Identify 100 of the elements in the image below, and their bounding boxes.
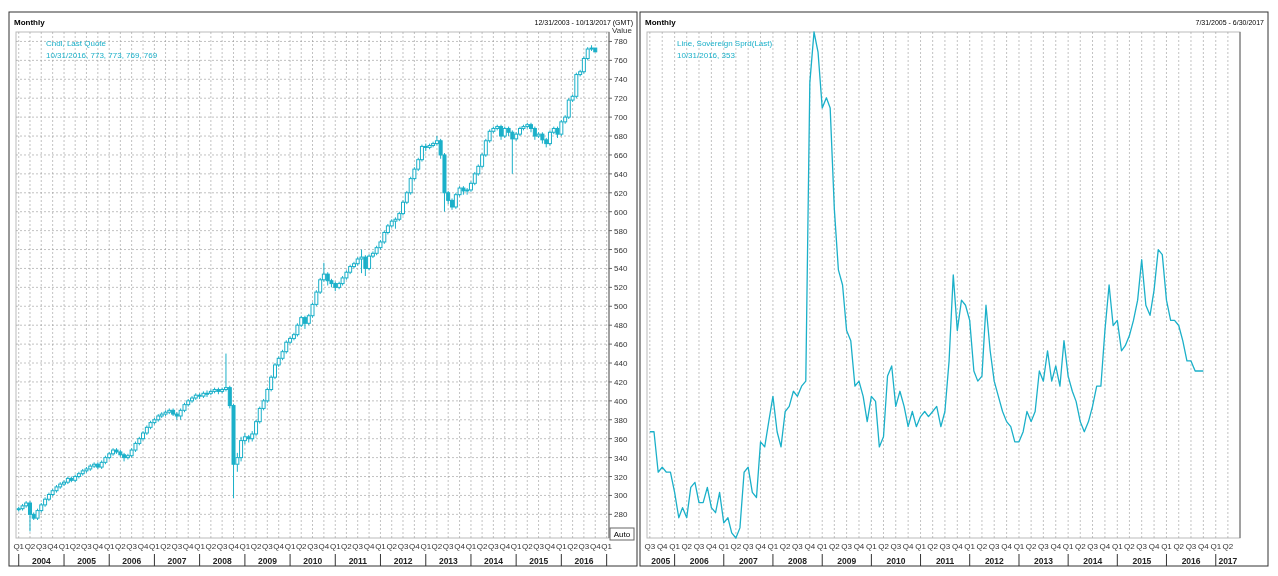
- x-tick-label: Q1: [329, 542, 342, 551]
- text: 2008: [788, 556, 808, 566]
- x-tick-label: Q4: [755, 542, 767, 551]
- text: 2008: [212, 556, 232, 566]
- x-tick-label: Q4: [228, 542, 240, 551]
- x-tick-label: Q4: [1050, 542, 1062, 551]
- y-tick-label: 280: [614, 510, 628, 520]
- x-tick-label: Q1: [1111, 542, 1124, 551]
- x-tick-label: Q4: [318, 542, 330, 551]
- y-tick-label: 420: [614, 377, 628, 387]
- x-tick-label: Q3: [488, 542, 500, 551]
- x-tick-label: Q2: [567, 542, 579, 551]
- x-tick-label: Q3: [1185, 542, 1197, 551]
- y-tick-label: 400: [614, 396, 628, 406]
- x-tick-label: Q1: [284, 542, 296, 551]
- annotation: 10/31/2016, 773, 773, 769, 769: [46, 51, 158, 60]
- y-tick-label: 680: [614, 132, 628, 142]
- x-tick-label: Q3: [442, 542, 455, 551]
- x-tick-label: Q2: [295, 542, 308, 551]
- x-tick-label: Q3: [352, 542, 364, 551]
- text: 2009: [258, 556, 278, 566]
- x-tick-label: Q2: [69, 542, 82, 551]
- y-tick-label: 600: [614, 207, 628, 217]
- text: 2011: [348, 556, 368, 566]
- auto-button: Auto: [609, 527, 635, 541]
- x-tick-label: Q4: [853, 542, 865, 551]
- x-tick-label: Q4: [706, 542, 718, 551]
- x-tick-label: Q2: [24, 542, 36, 551]
- x-tick-label: Q2: [1124, 542, 1136, 551]
- text: 2010: [886, 556, 906, 566]
- x-tick-label: Q4: [92, 542, 104, 551]
- x-tick-label: Q4: [951, 542, 964, 551]
- x-tick-label: Q2: [386, 542, 398, 551]
- text: 2012: [393, 556, 413, 566]
- x-tick-label: Q3: [792, 542, 804, 551]
- x-tick-label: Q3: [307, 542, 319, 551]
- text: 2009: [837, 556, 857, 566]
- x-tick-label: Q4: [409, 542, 421, 551]
- chart-title: Monthly: [645, 18, 677, 27]
- text: 2006: [122, 556, 142, 566]
- x-tick-label: Q2: [1222, 542, 1234, 551]
- x-tick-label: Q1: [510, 542, 523, 551]
- x-tick-label: Q3: [841, 542, 853, 551]
- x-tick-label: Q4: [47, 542, 59, 551]
- x-tick-label: Q4: [454, 542, 466, 551]
- y-tick-label: 380: [614, 415, 628, 425]
- x-tick-label: Q2: [205, 542, 217, 551]
- x-tick-label: Q1: [915, 542, 927, 551]
- x-tick-label: Q4: [1198, 542, 1210, 551]
- text: 2013: [1034, 556, 1054, 566]
- candlestick: [574, 72, 579, 99]
- x-tick-label: Q1: [767, 542, 779, 551]
- x-tick-label: Q4: [902, 542, 915, 551]
- x-tick-label: Q3: [1136, 542, 1148, 551]
- text: 2016: [1181, 556, 1201, 566]
- x-tick-label: Q2: [878, 542, 890, 551]
- x-tick-label: Q3: [939, 542, 951, 551]
- chart-title: Monthly: [14, 18, 46, 27]
- annotation: 10/31/2016, 353: [677, 51, 736, 60]
- candlestick: [62, 479, 67, 487]
- x-tick-label: Q3: [533, 542, 545, 551]
- text: 2006: [689, 556, 709, 566]
- y-tick-label: 480: [614, 321, 628, 331]
- y-tick-label: 540: [614, 264, 628, 274]
- text: 2013: [438, 556, 459, 566]
- y-tick-label: 320: [614, 472, 628, 482]
- y-tick-label: 440: [614, 359, 628, 369]
- y-tick-label: 520: [614, 283, 628, 293]
- x-tick-label: Q1: [601, 542, 613, 551]
- x-tick-label: Q3: [988, 542, 1001, 551]
- y-tick-label: 300: [614, 491, 628, 501]
- y-tick-label: 580: [614, 226, 628, 236]
- x-tick-label: Q2: [976, 542, 988, 551]
- text: 2007: [167, 556, 187, 566]
- x-tick-label: Q1: [420, 542, 432, 551]
- x-tick-label: Q3: [693, 542, 705, 551]
- x-tick-label: Q4: [1001, 542, 1013, 551]
- text: 2014: [1083, 556, 1103, 566]
- x-tick-label: Q4: [499, 542, 511, 551]
- x-tick-label: Q2: [476, 542, 488, 551]
- x-tick-label: Q2: [927, 542, 939, 551]
- text: 2016: [574, 556, 594, 566]
- x-tick-label: Q2: [341, 542, 353, 551]
- x-tick-label: Q1: [556, 542, 568, 551]
- x-tick-label: Q1: [13, 542, 25, 551]
- x-tick-label: Q1: [964, 542, 976, 551]
- x-tick-label: Q4: [137, 542, 149, 551]
- x-tick-label: Q1: [375, 542, 387, 551]
- y-tick-label: 640: [614, 169, 628, 179]
- x-tick-label: Q4: [589, 542, 602, 551]
- x-tick-label: Q2: [521, 542, 534, 551]
- x-tick-label: Q3: [81, 542, 93, 551]
- text: 2012: [984, 556, 1005, 566]
- y-tick-label: 620: [614, 188, 628, 198]
- x-tick-label: Q1: [194, 542, 206, 551]
- text: Line, Sovereign Sprd(Last): [677, 39, 773, 48]
- x-tick-label: Q1: [816, 542, 829, 551]
- x-tick-label: Q1: [866, 542, 878, 551]
- y-tick-label: 340: [614, 453, 628, 463]
- x-tick-label: Q2: [681, 542, 693, 551]
